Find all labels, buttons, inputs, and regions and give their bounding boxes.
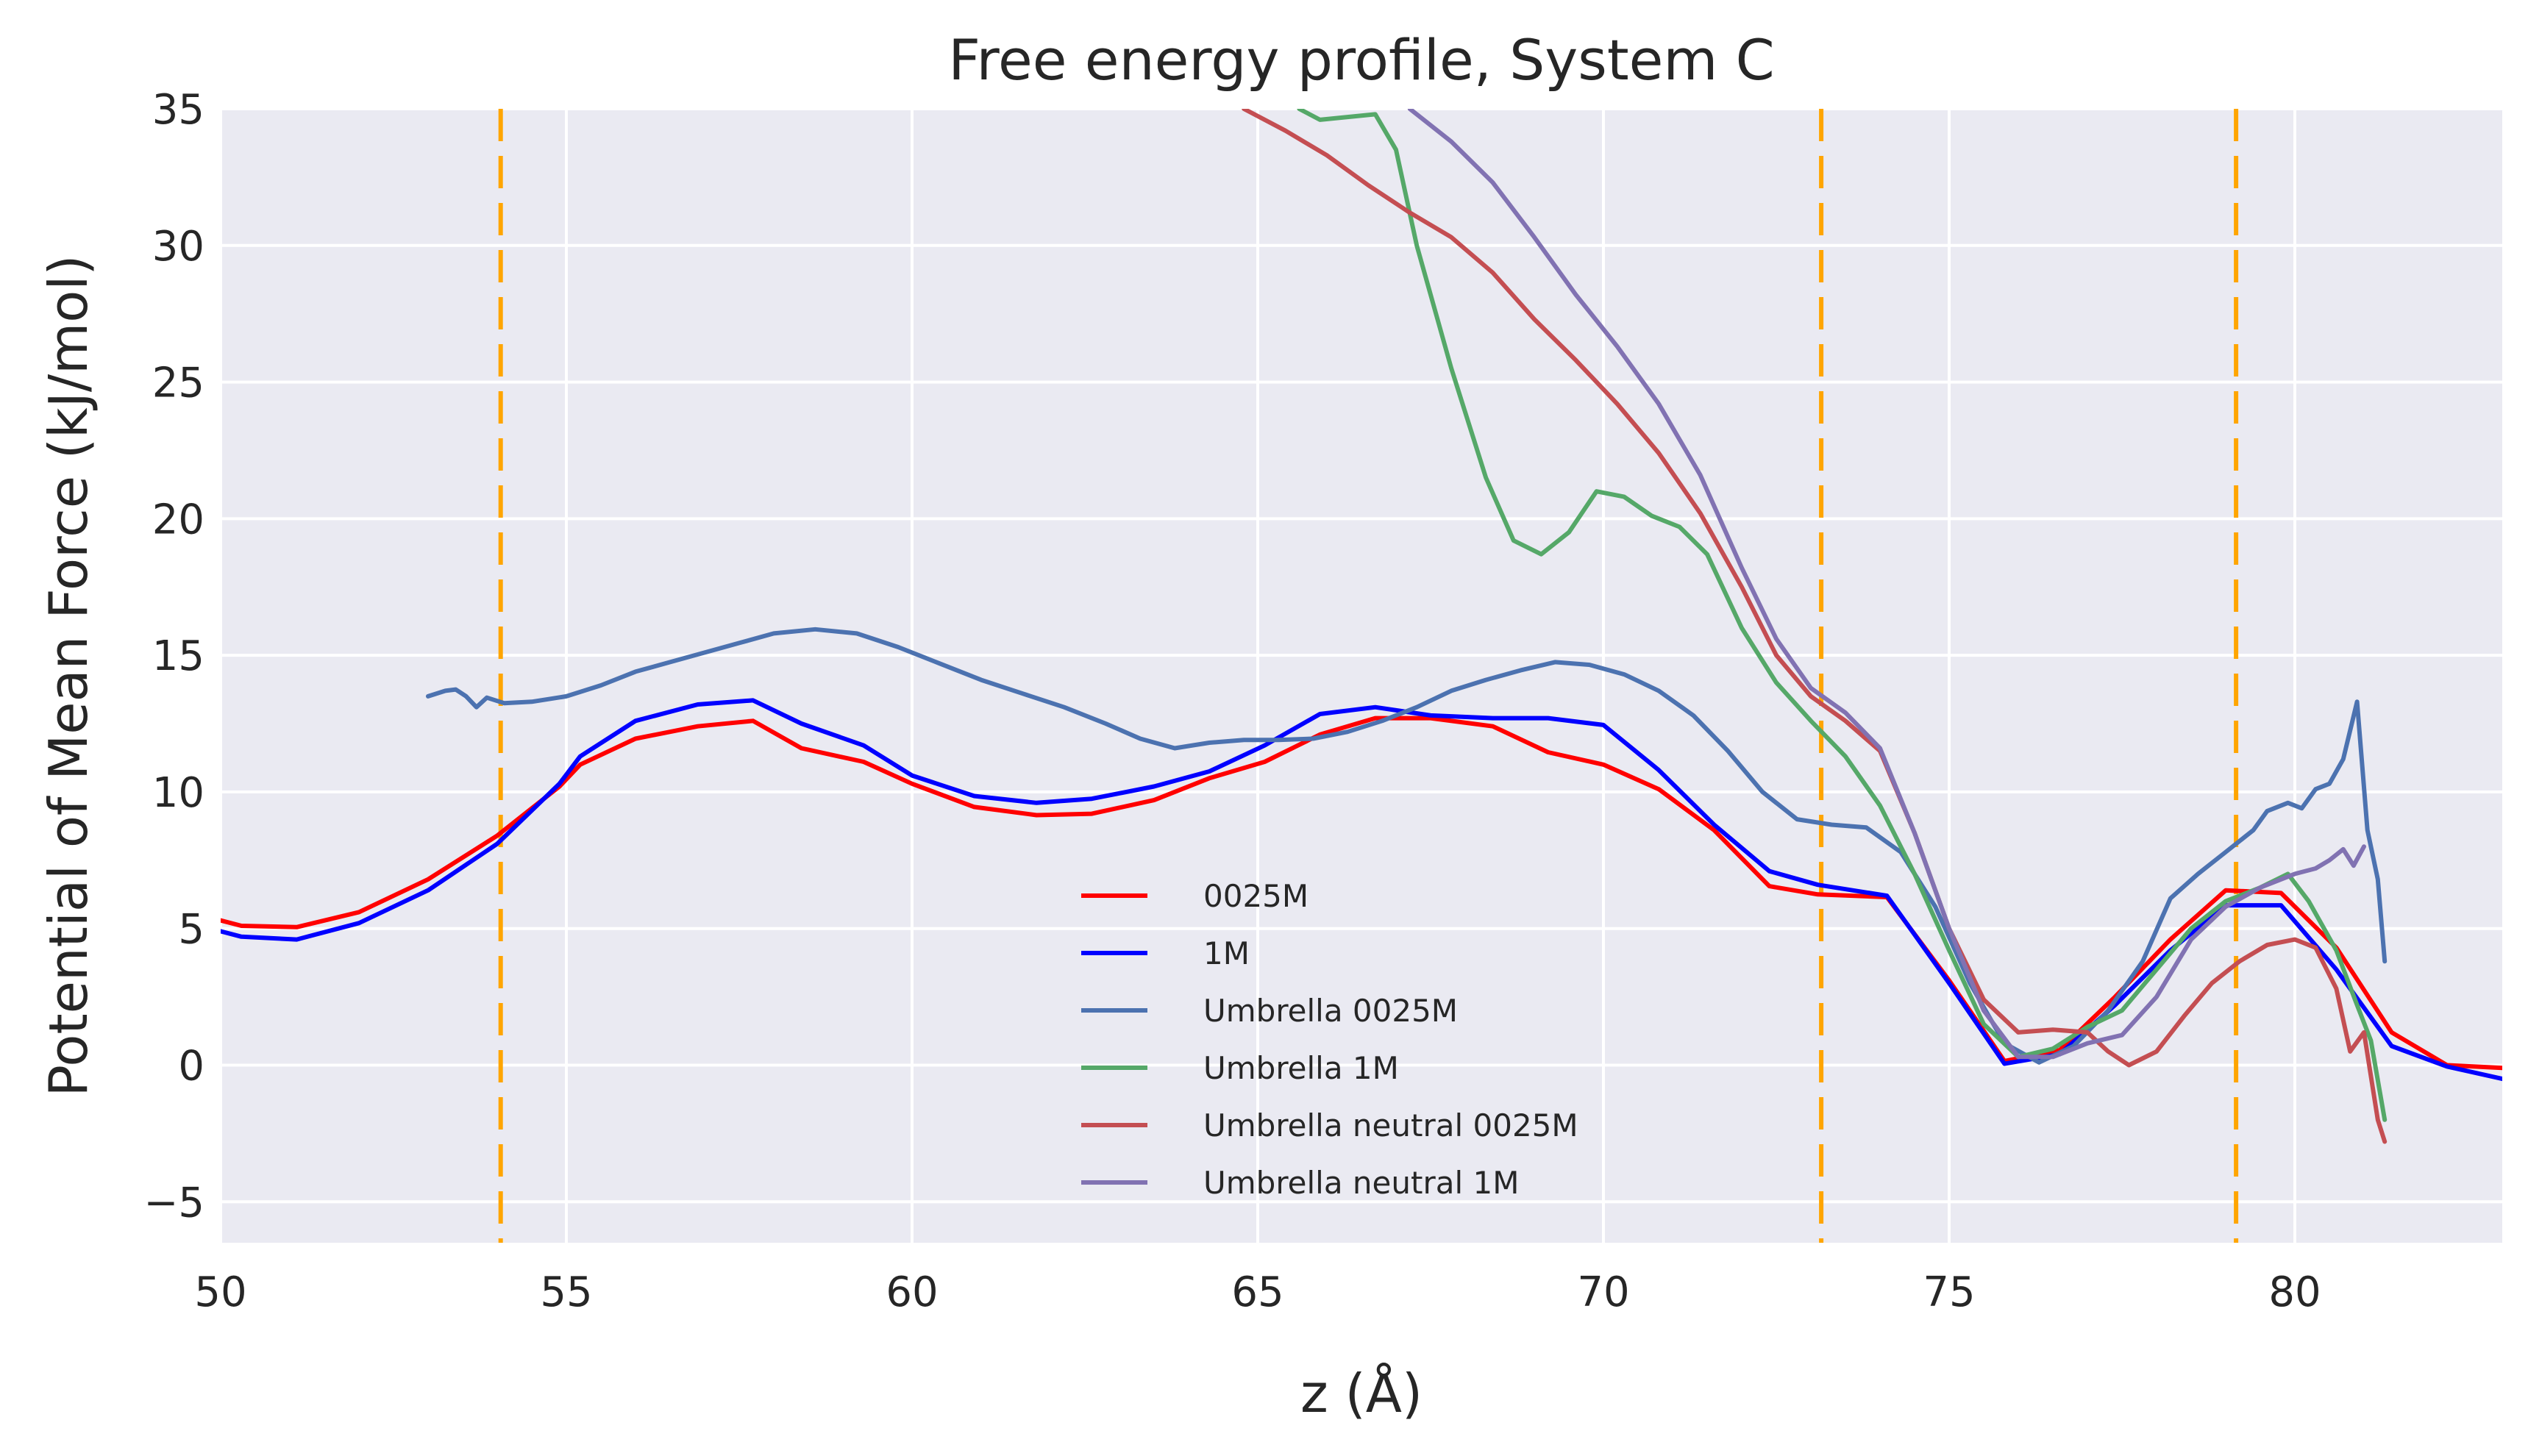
legend-label: 0025M (1203, 878, 1308, 914)
grid (219, 107, 2502, 1243)
x-tick-label: 70 (1577, 1268, 1629, 1316)
dashed-reference-lines (498, 109, 2239, 1243)
series-line (1407, 109, 2366, 1060)
y-tick-label: −5 (143, 1179, 204, 1227)
legend: 0025M 1M Umbrella 0025M Umbrella 1M Umbrella… (1081, 878, 1578, 1201)
y-tick-label: 20 (152, 496, 204, 543)
y-tick-label: 15 (152, 632, 204, 680)
x-tick-labels: 50 55 60 65 70 75 80 (194, 1268, 2321, 1316)
legend-label: 1M (1203, 935, 1250, 971)
y-tick-label: 25 (152, 360, 204, 407)
y-tick-label: 5 (178, 906, 204, 954)
y-tick-label: 10 (152, 769, 204, 817)
y-tick-label: 35 (152, 86, 204, 134)
legend-label: Umbrella 0025M (1203, 993, 1458, 1029)
x-tick-label: 50 (194, 1268, 246, 1316)
series-line (426, 627, 2388, 1065)
y-tick-label: 30 (152, 223, 204, 271)
x-tick-label: 80 (2268, 1268, 2321, 1316)
y-tick-labels: −5 0 5 10 15 20 25 30 35 (143, 86, 204, 1227)
y-tick-label: 0 (178, 1042, 204, 1090)
x-axis-title: z (Å) (1300, 1363, 1423, 1424)
y-axis-title: Potential of Mean Force (kJ/mol) (38, 255, 99, 1097)
chart-title: Free energy profile, System C (948, 27, 1774, 93)
x-tick-label: 60 (886, 1268, 938, 1316)
plot-background (221, 109, 2502, 1243)
x-tick-label: 75 (1923, 1268, 1975, 1316)
legend-label: Umbrella neutral 0025M (1203, 1107, 1578, 1143)
series-line (221, 698, 2502, 1082)
x-tick-label: 55 (540, 1268, 592, 1316)
legend-label: Umbrella 1M (1203, 1050, 1399, 1086)
x-tick-label: 65 (1231, 1268, 1283, 1316)
legend-label: Umbrella neutral 1M (1203, 1165, 1519, 1201)
series-layer (221, 109, 2502, 1144)
